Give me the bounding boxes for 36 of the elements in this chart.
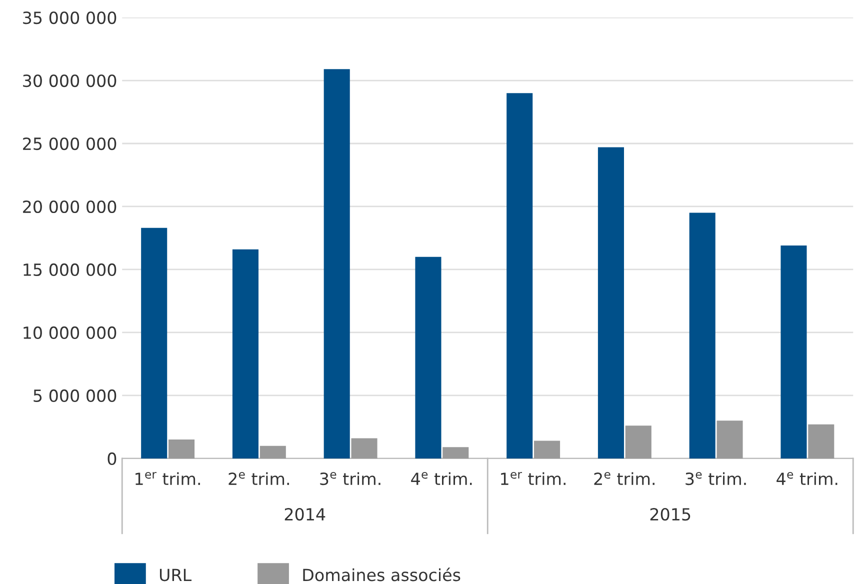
bar — [168, 440, 195, 458]
bar — [780, 246, 807, 458]
legend-label: URL — [160, 568, 192, 582]
x-tick-label: 1$^{er}$ trim. — [501, 472, 566, 485]
bar — [625, 426, 652, 458]
text: 2015 — [650, 508, 690, 521]
y-tick-label: 30 000 000 — [23, 74, 116, 88]
y-tick-label: 10 000 000 — [24, 326, 116, 340]
y-tick-label: 15 000 000 — [24, 263, 116, 276]
bar — [689, 212, 716, 458]
x-tick-label: 3$^{e}$ trim. — [686, 472, 746, 486]
y-tick-label: 25 000 000 — [23, 137, 116, 150]
x-tick-label: 2$^{e}$ trim. — [228, 472, 289, 485]
x-tick-label: 1$^{er}$ trim. — [136, 472, 200, 485]
y-tick-label: 35 000 000 — [23, 11, 116, 24]
bar — [716, 420, 743, 458]
bar — [260, 446, 286, 458]
x-tick-label: 2$^{e}$ trim. — [594, 472, 654, 485]
bar — [232, 249, 258, 458]
legend-label: Domaines associés — [303, 568, 460, 582]
bar — [506, 93, 533, 458]
bar — [808, 424, 834, 458]
y-tick-label: 0 — [108, 452, 116, 466]
x-tick-label: 3$^{e}$ trim. — [320, 472, 380, 486]
bar — [442, 447, 469, 458]
bar — [598, 147, 624, 458]
x-tick-label: 4$^{e}$ trim. — [411, 472, 472, 485]
bar — [141, 228, 168, 458]
y-tick-label: 20 000 000 — [23, 200, 116, 214]
bar — [324, 69, 350, 458]
text: 2014 — [284, 508, 326, 521]
y-tick-label: 5 000 000 — [34, 389, 116, 402]
bar — [351, 438, 378, 458]
bar — [415, 256, 442, 458]
bar — [534, 440, 560, 458]
x-tick-label: 4$^{e}$ trim. — [776, 472, 838, 485]
